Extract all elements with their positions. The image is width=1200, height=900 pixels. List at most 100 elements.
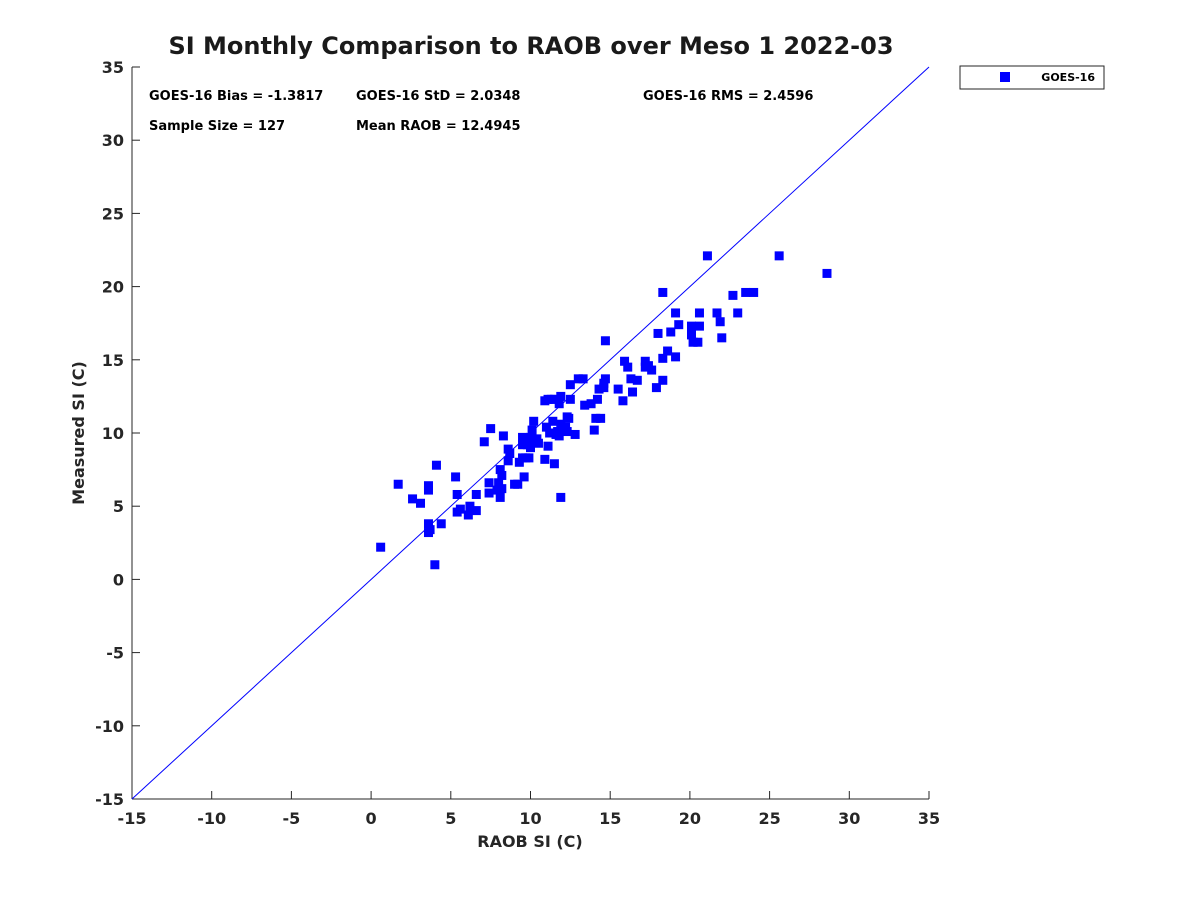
data-point (545, 428, 555, 438)
y-tick-label: -15 (95, 790, 124, 809)
y-tick-label: -5 (106, 644, 124, 663)
data-point (573, 374, 583, 384)
data-point (416, 498, 426, 508)
legend-box (959, 65, 1105, 90)
data-point (376, 542, 386, 552)
data-point (554, 431, 564, 441)
data-point (527, 425, 537, 435)
data-point (632, 375, 642, 385)
data-point (562, 427, 572, 437)
data-point (620, 356, 630, 366)
x-tick-label: 30 (838, 809, 860, 828)
y-tick-label: 10 (102, 424, 124, 443)
data-point (548, 416, 558, 426)
data-point (674, 320, 684, 330)
data-point (430, 560, 440, 570)
data-point (741, 287, 751, 297)
data-point (658, 375, 668, 385)
data-point (565, 394, 575, 404)
data-point (451, 472, 461, 482)
data-point (484, 478, 494, 488)
data-point (580, 400, 590, 410)
data-point (498, 431, 508, 441)
data-point (613, 384, 623, 394)
stat-sample-size: Sample Size = 127 (149, 119, 285, 134)
data-point (694, 321, 704, 331)
data-point (505, 448, 515, 458)
y-tick-label: -10 (95, 717, 124, 736)
data-point (463, 510, 473, 520)
data-point (465, 501, 475, 511)
x-tick-label: 35 (918, 809, 940, 828)
data-point (686, 321, 696, 331)
data-point (497, 484, 507, 494)
stat-bias: GOES-16 Bias = -1.3817 (149, 89, 323, 104)
data-point (594, 384, 604, 394)
data-point (519, 472, 529, 482)
data-point (533, 438, 543, 448)
data-point (600, 374, 610, 384)
y-tick-label: 30 (102, 131, 124, 150)
data-point (578, 374, 588, 384)
data-point (599, 383, 609, 393)
data-point (749, 287, 759, 297)
data-point (554, 399, 564, 409)
data-point (541, 422, 551, 432)
data-point (693, 337, 703, 347)
data-point (431, 460, 441, 470)
data-point (471, 506, 481, 516)
data-point (774, 251, 784, 261)
stat-rms: GOES-16 RMS = 2.4596 (643, 89, 813, 104)
data-point (393, 479, 403, 489)
data-point (688, 337, 698, 347)
data-point (529, 416, 539, 426)
data-point (562, 412, 572, 422)
data-point (596, 413, 606, 423)
x-tick-label: 25 (758, 809, 780, 828)
data-point (495, 465, 505, 475)
legend-label: GOES-16 (1041, 71, 1095, 84)
data-point (671, 352, 681, 362)
data-point (455, 504, 465, 514)
x-tick-label: 20 (679, 809, 701, 828)
data-point (728, 290, 738, 300)
x-tick-label: -5 (283, 809, 301, 828)
x-tick-label: 5 (445, 809, 456, 828)
data-point (540, 454, 550, 464)
x-tick-label: 0 (366, 809, 377, 828)
data-point (658, 287, 668, 297)
y-axis-label: Measured SI (C) (69, 361, 88, 505)
data-point (497, 470, 507, 480)
data-point (653, 328, 663, 338)
data-point (712, 308, 722, 318)
data-point (651, 383, 661, 393)
data-point (518, 432, 528, 442)
x-tick-label: 15 (599, 809, 621, 828)
data-point (556, 492, 566, 502)
data-point (503, 456, 513, 466)
data-point (628, 387, 638, 397)
y-tick-label: 5 (113, 497, 124, 516)
data-point (471, 489, 481, 499)
data-point (623, 362, 633, 372)
data-point (495, 492, 505, 502)
data-point (591, 413, 601, 423)
data-point (423, 519, 433, 529)
data-point (589, 425, 599, 435)
data-point (658, 353, 668, 363)
data-point (543, 441, 553, 451)
data-point (436, 519, 446, 529)
y-tick-label: 0 (113, 570, 124, 589)
data-point (717, 333, 727, 343)
data-point (425, 525, 435, 535)
data-point (600, 336, 610, 346)
axis-ticks: -15 -10 -5 0 5 10 15 20 25 30 35 -15 -10 -5 0 5 10 15 20 25… (95, 58, 940, 828)
data-point (479, 437, 489, 447)
data-point (592, 394, 602, 404)
data-point (492, 485, 502, 495)
data-point (647, 365, 657, 375)
data-point (408, 494, 418, 504)
data-point (702, 251, 712, 261)
x-tick-label: 10 (519, 809, 541, 828)
